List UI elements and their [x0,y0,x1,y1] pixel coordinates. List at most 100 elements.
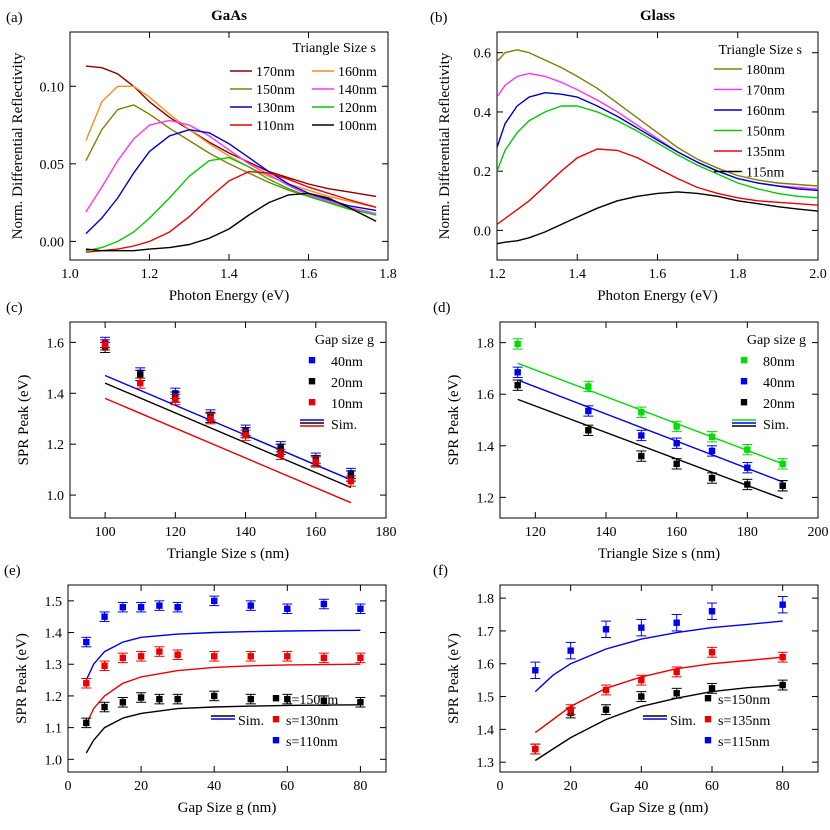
legend: Gap size g 40nm 20nm 10nm Sim. [300,333,374,433]
data-point [101,341,109,349]
legend-sim-label: Sim. [763,418,789,433]
legend-label: s=135nm [718,714,770,729]
data-point [744,464,751,471]
x-tick-label: 1.2 [488,267,506,282]
panel-label: (f) [433,563,448,579]
y-tick-label: 1.3 [45,658,63,673]
series-line-170nm [85,65,377,198]
data-point [284,695,291,703]
y-axis-label: SPR Peak (eV) [14,633,30,724]
x-tick-label: 60 [705,779,719,794]
legend-label: 160nm [338,65,377,80]
data-point [211,597,218,605]
y-tick-label: 1.6 [477,388,495,403]
data-point [673,619,680,626]
data-point [156,695,163,703]
series-line-180nm [497,49,818,187]
panel-f: (f) 0 20 40 60 80 1.3 1.4 1.5 1.6 1.7 1.8 Gap Size g… [433,563,819,816]
legend-label: 170nm [256,65,295,80]
sim-line [104,397,352,504]
data-point [708,433,716,440]
data-point [137,379,144,387]
data-point [779,460,786,468]
sim-line [517,398,783,500]
legend-marker [704,695,712,702]
data-point [101,703,108,711]
legend-sim-label: Sim. [331,418,357,433]
y-tick-label: 1.2 [477,491,495,506]
legend-sim-label: Sim. [238,714,264,729]
legend-title: Triangle Size s [719,43,802,58]
data-point [211,692,218,700]
x-tick-label: 40 [634,779,648,794]
data-point [357,654,364,662]
panel-label: (c) [6,300,23,316]
series-line-150nm [85,104,377,216]
data-point [119,603,127,611]
legend-label: 160nm [746,104,785,119]
legend-label: 120nm [338,101,377,116]
data-point [638,452,645,460]
plot-frame [499,584,819,773]
x-tick-label: 140 [235,525,256,540]
x-axis-label: Photon Energy (eV) [169,288,290,304]
y-tick-label: 0.00 [40,235,65,250]
data-point [708,685,716,692]
series-line-110nm [85,170,377,253]
plot-area [530,595,788,762]
y-axis-label: Norm. Differential Reflectivity [10,52,26,239]
data-point [312,458,319,466]
legend-label: 170nm [746,84,785,99]
data-point [174,603,181,611]
x-tick-label: 20 [134,779,148,794]
y-tick-label: 1.6 [477,658,495,673]
series-line-135nm [497,148,818,226]
legend-label: 80nm [763,355,795,370]
data-point [602,626,610,633]
legend-label: s=150nm [286,693,338,708]
x-tick-label: 1.6 [649,267,667,282]
sim-line [104,382,352,489]
sim-line [517,362,783,465]
data-point [779,681,786,689]
data-point [708,608,716,615]
data-point [247,653,254,660]
x-tick-label: 1.4 [220,267,238,282]
y-tick-label: 1.3 [477,756,495,771]
sim-line [517,379,783,483]
data-point [137,694,145,701]
legend-label: 140nm [338,83,377,98]
data-point [638,624,645,631]
data-point [320,654,328,662]
legend-marker [308,378,316,385]
legend-label: s=115nm [718,735,770,750]
data-point [320,697,328,704]
x-tick-label: 0 [65,779,72,794]
y-axis-label: Norm. Differential Reflectivity [437,52,453,239]
y-tick-label: 1.4 [45,627,63,642]
series-line-130nm [85,128,377,235]
series-line-140nm [85,119,377,215]
panel-d: (d) 120 140 160 180 200 1.2 1.4 1.6 1.8 Triangle S… [433,300,829,562]
legend-marker [272,737,280,744]
data-point [673,690,680,697]
data-point [638,432,645,439]
data-point [137,372,144,379]
data-point [779,482,786,489]
legend-label: 20nm [763,397,795,412]
data-point [137,603,145,611]
data-point [744,446,751,453]
legend-sim-label: Sim. [670,714,696,729]
data-point [532,667,539,674]
y-axis-label: SPR Peak (eV) [16,375,32,466]
y-tick-label: 0.6 [474,47,492,62]
legend-label: s=130nm [286,714,338,729]
y-tick-label: 1.8 [477,337,495,352]
legend-marker [272,716,280,723]
legend: Triangle Size s 180nm 170nm 160nm 150nm 135nm… [714,43,802,181]
x-axis-label: Gap Size g (nm) [610,800,709,816]
x-tick-label: 120 [165,525,186,540]
series-line-115nm [497,191,818,245]
data-point [119,699,127,706]
